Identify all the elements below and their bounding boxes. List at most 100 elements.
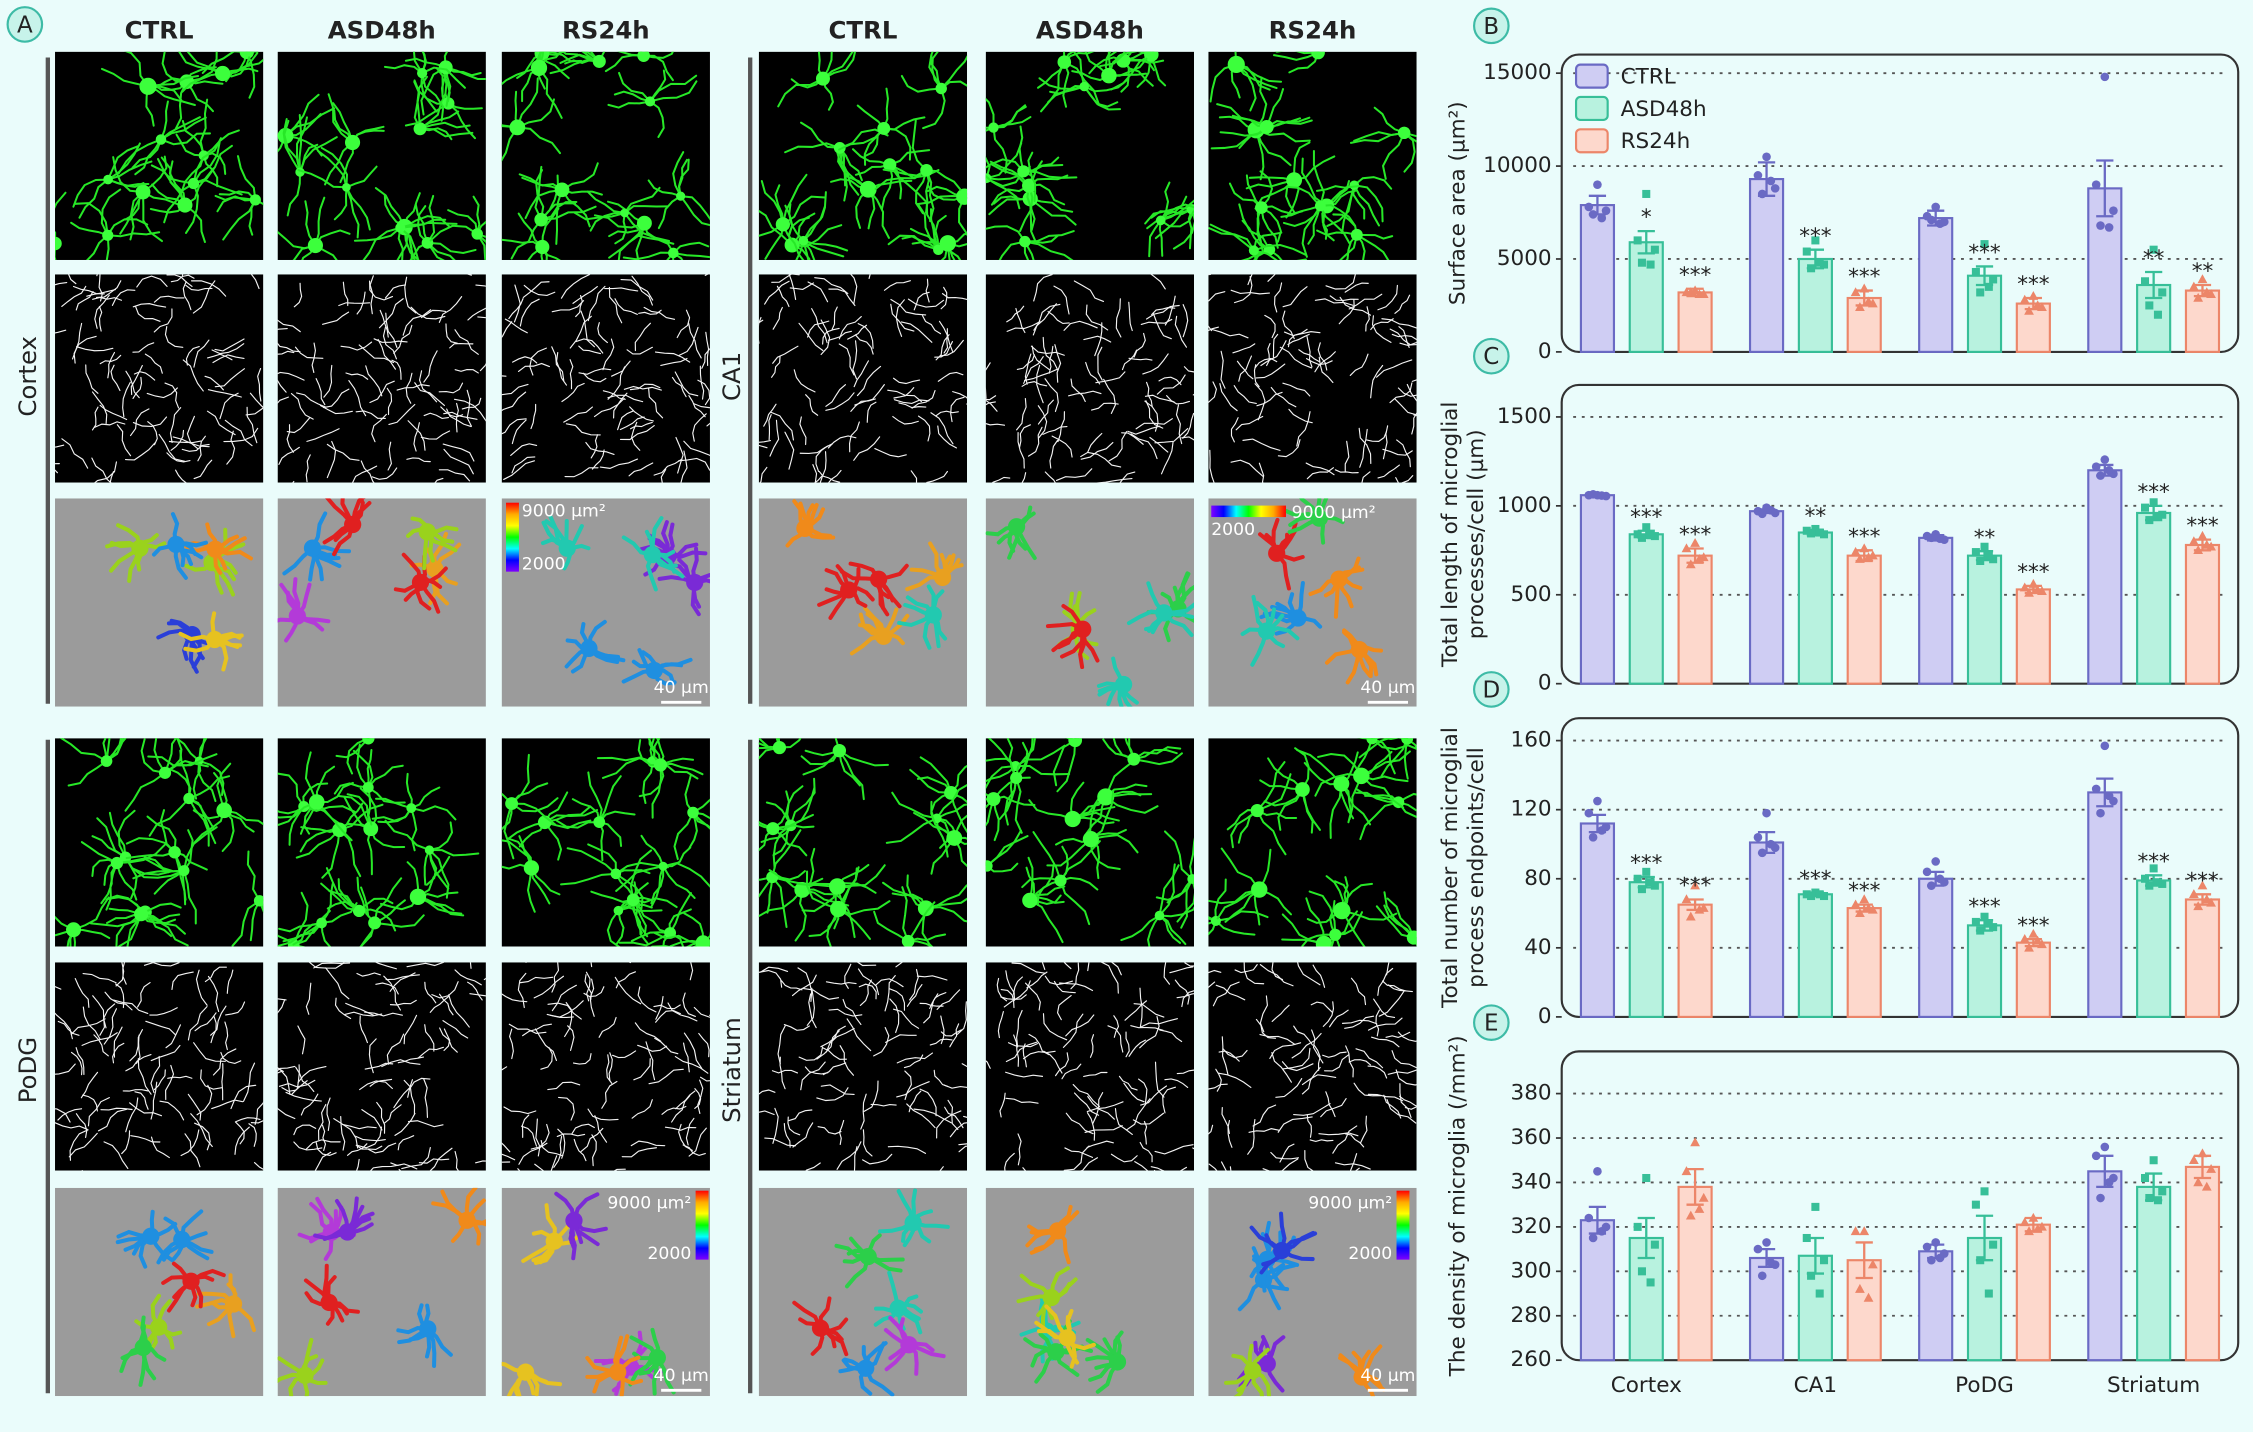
process xyxy=(277,1065,296,1072)
data-point xyxy=(1807,1271,1816,1280)
process xyxy=(198,738,208,762)
process xyxy=(940,286,948,310)
legend-swatch xyxy=(1574,63,1609,89)
process xyxy=(805,394,819,416)
data-point xyxy=(1694,289,1705,299)
process xyxy=(142,191,164,243)
process xyxy=(992,126,1008,174)
bar xyxy=(2136,1185,2172,1362)
data-point xyxy=(1927,881,1936,890)
process xyxy=(1208,326,1219,332)
cell-body xyxy=(1250,803,1264,818)
cell-body xyxy=(644,96,656,107)
process xyxy=(629,849,653,901)
process xyxy=(1401,475,1414,483)
process xyxy=(315,1141,337,1156)
process xyxy=(916,975,948,981)
region-label: PoDG xyxy=(13,1037,42,1104)
process xyxy=(159,100,169,141)
process xyxy=(442,443,475,462)
process xyxy=(529,347,547,376)
data-point xyxy=(1762,808,1771,818)
data-point xyxy=(1802,526,1811,535)
process xyxy=(985,399,998,412)
process xyxy=(1359,1115,1368,1144)
process xyxy=(771,274,800,283)
process xyxy=(873,910,910,943)
process xyxy=(245,51,259,53)
cell-body xyxy=(1333,775,1350,792)
process xyxy=(130,364,143,396)
process xyxy=(985,792,995,801)
process xyxy=(70,221,109,237)
y-tick-label: 15000 xyxy=(1483,60,1552,85)
process xyxy=(297,169,348,189)
process xyxy=(182,869,197,925)
data-point xyxy=(2028,578,2039,588)
process xyxy=(1353,1082,1382,1097)
process xyxy=(889,988,906,1011)
process xyxy=(799,416,807,446)
process xyxy=(537,66,563,119)
process xyxy=(611,360,631,377)
process xyxy=(985,142,1023,180)
y-tick-label: 360 xyxy=(1511,1125,1552,1150)
significance-label: *** xyxy=(1679,523,1712,548)
process xyxy=(55,1122,88,1130)
tile-background xyxy=(985,962,1195,1171)
process xyxy=(410,807,418,852)
data-point xyxy=(2096,1193,2105,1203)
process xyxy=(1145,381,1153,408)
process xyxy=(904,1070,912,1101)
process xyxy=(1370,738,1396,775)
colorbar xyxy=(506,502,519,572)
process xyxy=(67,274,77,285)
process xyxy=(895,962,903,968)
process xyxy=(1254,357,1278,369)
process xyxy=(284,107,336,137)
process xyxy=(1260,340,1287,367)
process xyxy=(98,274,103,302)
process xyxy=(1063,1145,1090,1171)
process xyxy=(1334,469,1359,474)
process xyxy=(518,173,564,191)
cell-body xyxy=(620,208,629,218)
process xyxy=(277,327,288,331)
cell-body xyxy=(1064,810,1081,828)
process xyxy=(1145,400,1164,429)
significance-label: *** xyxy=(2137,480,2170,505)
colorbar-label: 9000 µm² xyxy=(607,1194,691,1214)
process xyxy=(429,224,479,242)
process xyxy=(1233,385,1257,405)
process xyxy=(59,738,108,763)
process xyxy=(825,1027,855,1053)
process xyxy=(1359,801,1400,841)
y-tick-label: 160 xyxy=(1511,728,1552,753)
process xyxy=(937,425,957,449)
tile-background xyxy=(277,1187,486,1397)
process xyxy=(105,862,118,911)
process xyxy=(633,1058,651,1081)
process xyxy=(1063,320,1098,331)
process xyxy=(550,1155,558,1171)
process xyxy=(99,354,122,365)
process xyxy=(1153,1166,1188,1171)
process xyxy=(1265,119,1313,128)
process xyxy=(428,821,454,851)
process xyxy=(543,819,592,830)
process xyxy=(516,98,555,129)
process xyxy=(91,406,99,431)
process xyxy=(587,285,606,322)
process xyxy=(1085,304,1109,331)
significance-label: *** xyxy=(1968,240,2001,265)
process xyxy=(134,1091,149,1110)
data-point xyxy=(2197,530,2208,540)
significance-label: *** xyxy=(1799,224,1832,249)
process xyxy=(359,1015,368,1044)
plot-frame xyxy=(1560,53,2240,353)
process xyxy=(1391,1050,1417,1069)
process xyxy=(230,1084,257,1110)
tile-background xyxy=(501,51,710,260)
process xyxy=(907,933,947,943)
process xyxy=(428,848,450,899)
